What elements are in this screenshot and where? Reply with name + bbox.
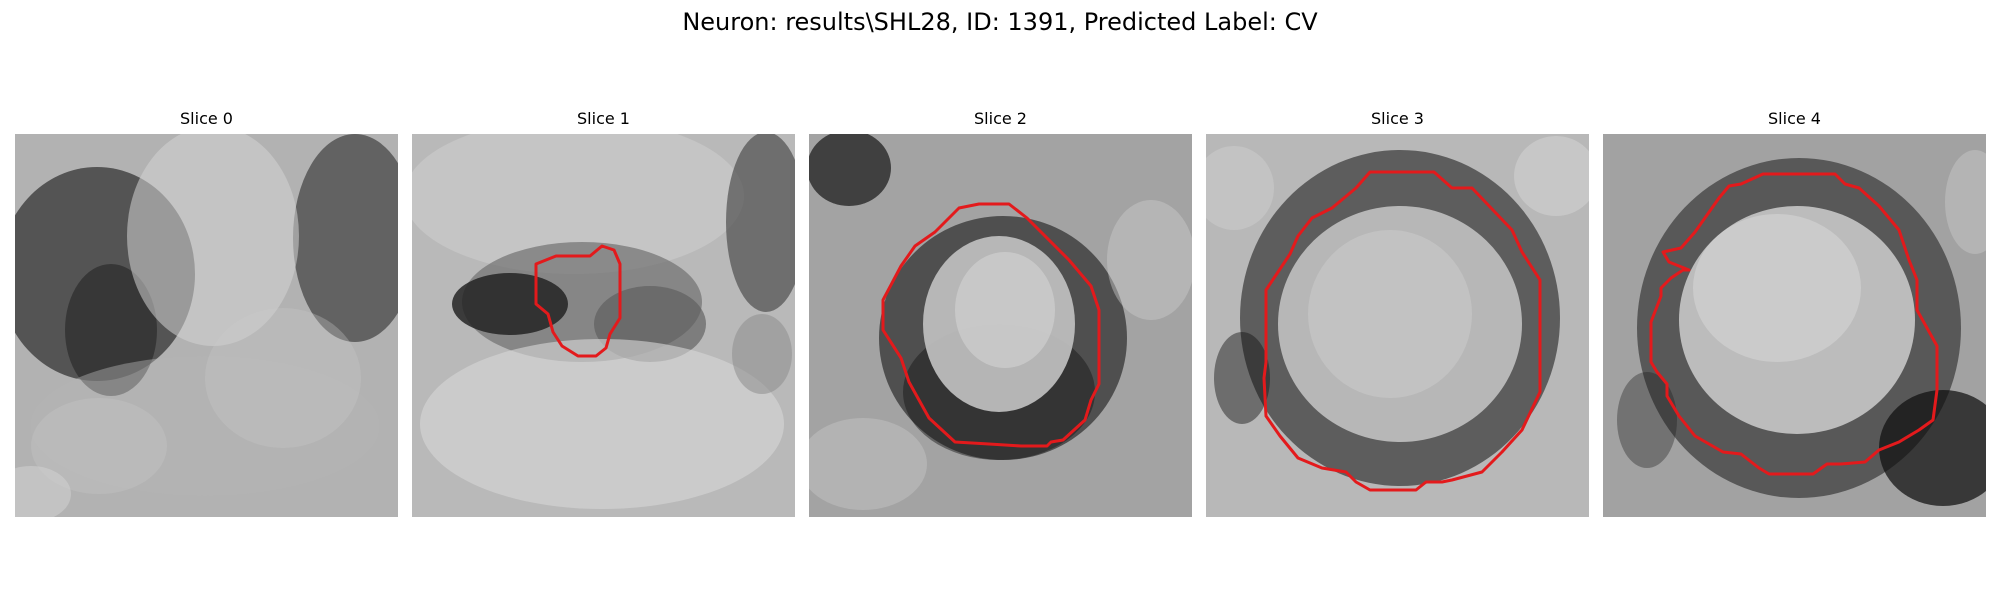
slice-1-title: Slice 1 (412, 109, 795, 129)
slice-0-image (15, 134, 398, 517)
slice-4-title: Slice 4 (1603, 109, 1986, 129)
slice-4-canvas (1603, 134, 1986, 517)
slice-2-title: Slice 2 (809, 109, 1192, 129)
slice-1-bright-lower (420, 339, 784, 509)
slice-4-image (1603, 134, 1986, 517)
figure-suptitle: Neuron: results\SHL28, ID: 1391, Predict… (0, 6, 2000, 38)
slice-3-title: Slice 3 (1206, 109, 1589, 129)
slice-3-canvas (1206, 134, 1589, 517)
slice-2-canvas (809, 134, 1192, 517)
slice-0-title: Slice 0 (15, 109, 398, 129)
slice-2-image (809, 134, 1192, 517)
slice-3-image (1206, 134, 1589, 517)
slice-1-image (412, 134, 795, 517)
slice-0-canvas (15, 134, 398, 517)
slice-1-canvas (412, 134, 795, 517)
